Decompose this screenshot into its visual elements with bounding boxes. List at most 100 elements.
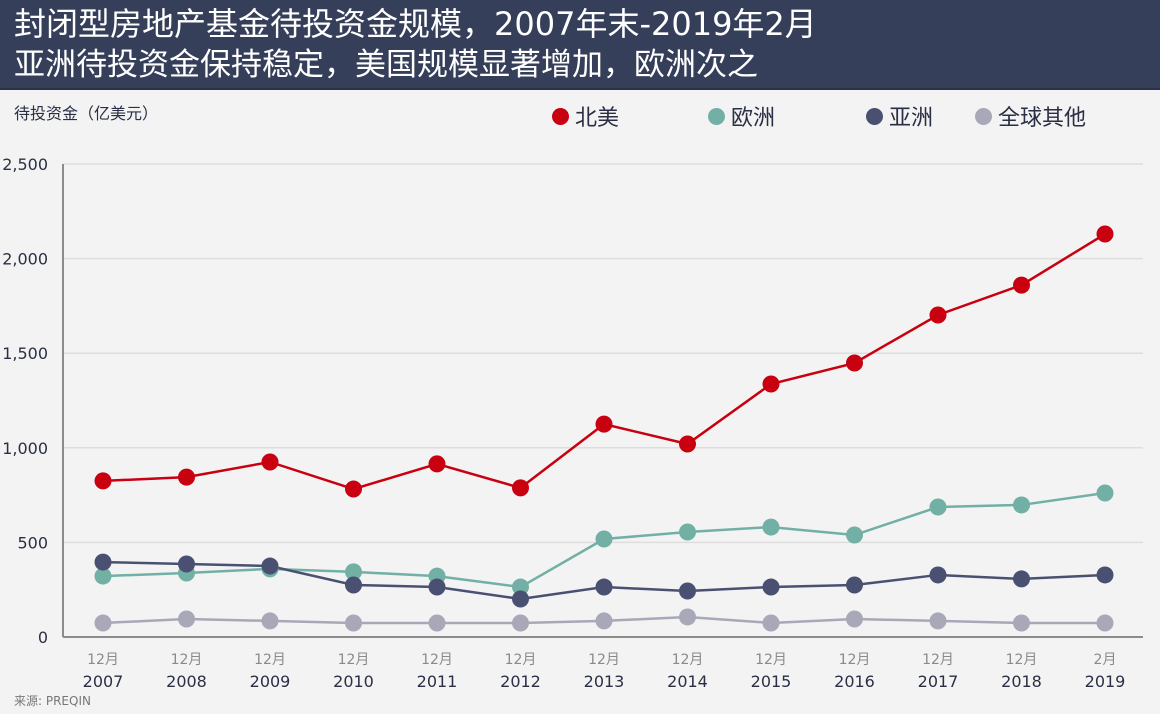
data-point-series-0	[94, 472, 112, 490]
series-line-0	[102, 232, 1106, 491]
data-point-series-0	[512, 479, 529, 497]
x-tick-year-label: 2019	[1085, 672, 1126, 691]
x-tick-year-label: 2018	[1001, 672, 1042, 691]
legend-marker-north-america	[552, 107, 569, 125]
data-point-series-3	[94, 614, 112, 632]
data-point-series-0	[345, 480, 362, 498]
data-point-series-2	[512, 590, 529, 608]
data-point-series-2	[94, 553, 112, 571]
data-point-series-2	[762, 578, 780, 596]
data-point-series-2	[929, 566, 947, 584]
legend-item-europe: 欧洲	[708, 100, 775, 132]
data-point-series-3	[846, 610, 863, 628]
data-point-series-1	[94, 567, 112, 585]
data-point-series-1	[762, 518, 780, 536]
data-point-series-0	[178, 468, 195, 486]
legend-label: 全球其他	[998, 106, 1087, 131]
data-point-series-1	[1013, 496, 1030, 514]
data-point-series-0	[762, 375, 780, 393]
x-tick-month-label: 12月	[1006, 652, 1038, 668]
data-point-series-3	[512, 614, 529, 632]
data-point-series-1	[679, 523, 696, 541]
data-point-series-0	[1013, 276, 1030, 294]
data-point-series-2	[595, 578, 613, 596]
x-tick-month-label: 12月	[588, 652, 620, 668]
y-tick-label: 1,500	[2, 344, 48, 363]
x-tick-month-label: 12月	[505, 652, 537, 668]
legend: 北美 欧洲 亚洲 全球其他	[0, 100, 1160, 132]
x-tick-year-label: 2015	[751, 672, 792, 691]
legend-marker-rest-of-world	[975, 107, 992, 125]
data-point-series-0	[929, 306, 947, 324]
x-tick-month-label: 12月	[421, 652, 453, 668]
legend-label: 亚洲	[889, 106, 934, 131]
legend-label: 欧洲	[731, 106, 776, 131]
data-point-series-2	[679, 582, 696, 600]
x-tick-year-label: 2017	[918, 672, 959, 691]
x-tick-month-label: 12月	[87, 652, 119, 668]
chart-subtitle: 亚洲待投资金保持稳定，美国规模显著增加，欧洲次之	[14, 47, 758, 83]
x-tick-year-label: 2008	[166, 672, 207, 691]
data-point-series-3	[762, 614, 780, 632]
source-note: 来源: PREQIN	[14, 694, 91, 708]
y-tick-label: 2,000	[2, 250, 48, 269]
chart-title: 封闭型房地产基金待投资金规模，2007年末-2019年2月	[14, 5, 817, 43]
data-point-series-3	[261, 612, 279, 630]
data-point-series-1	[929, 498, 947, 516]
y-tick-label: 1,000	[2, 439, 48, 458]
data-point-series-0	[428, 455, 446, 473]
legend-marker-asia	[866, 107, 883, 125]
data-point-series-3	[178, 610, 195, 628]
data-point-series-3	[1096, 614, 1114, 632]
data-point-series-3	[428, 614, 446, 632]
x-tick-year-label: 2007	[83, 672, 124, 691]
x-tick-month-label: 12月	[254, 652, 286, 668]
data-point-series-3	[1013, 614, 1030, 632]
y-tick-label: 0	[38, 628, 48, 647]
x-tick-month-label: 12月	[672, 652, 704, 668]
x-tick-year-label: 2014	[667, 672, 708, 691]
data-point-series-2	[1096, 566, 1114, 584]
x-tick-year-label: 2010	[333, 672, 374, 691]
data-point-series-0	[846, 354, 863, 372]
data-point-series-3	[929, 612, 947, 630]
data-point-series-2	[846, 576, 863, 594]
data-point-series-3	[679, 608, 696, 626]
data-point-series-1	[846, 526, 863, 544]
data-point-series-2	[345, 576, 362, 594]
x-tick-year-label: 2009	[250, 672, 291, 691]
legend-marker-europe	[708, 107, 725, 125]
data-point-series-1	[345, 563, 362, 581]
data-point-series-0	[261, 453, 279, 471]
data-point-series-0	[679, 435, 696, 453]
x-tick-year-label: 2011	[417, 672, 458, 691]
data-point-series-2	[1013, 570, 1030, 588]
y-tick-label: 500	[17, 533, 48, 552]
legend-item-rest-of-world: 全球其他	[975, 100, 1086, 132]
x-tick-month-label: 2月	[1094, 652, 1117, 668]
x-tick-month-label: 12月	[922, 652, 954, 668]
data-point-series-2	[178, 555, 195, 573]
y-axis-label: 待投资金（亿美元）	[14, 104, 159, 123]
data-point-series-1	[595, 530, 613, 548]
y-tick-label: 2,500	[2, 155, 48, 174]
legend-item-asia: 亚洲	[866, 100, 933, 132]
data-point-series-0	[1096, 225, 1114, 243]
chart-header: 封闭型房地产基金待投资金规模，2007年末-2019年2月 亚洲待投资金保持稳定…	[0, 0, 1160, 90]
legend-label: 北美	[575, 106, 620, 131]
data-point-series-1	[1096, 484, 1114, 502]
x-tick-year-label: 2016	[834, 672, 875, 691]
data-point-series-0	[595, 415, 613, 433]
data-point-series-1	[512, 578, 529, 596]
data-point-series-2	[428, 578, 446, 596]
x-tick-year-label: 2013	[584, 672, 625, 691]
x-tick-month-label: 12月	[839, 652, 871, 668]
x-tick-month-label: 12月	[338, 652, 370, 668]
data-point-series-3	[345, 614, 362, 632]
legend-item-north-america: 北美	[552, 100, 619, 132]
x-tick-month-label: 12月	[755, 652, 787, 668]
x-tick-month-label: 12月	[171, 652, 203, 668]
x-tick-year-label: 2012	[500, 672, 541, 691]
data-point-series-3	[595, 612, 613, 630]
